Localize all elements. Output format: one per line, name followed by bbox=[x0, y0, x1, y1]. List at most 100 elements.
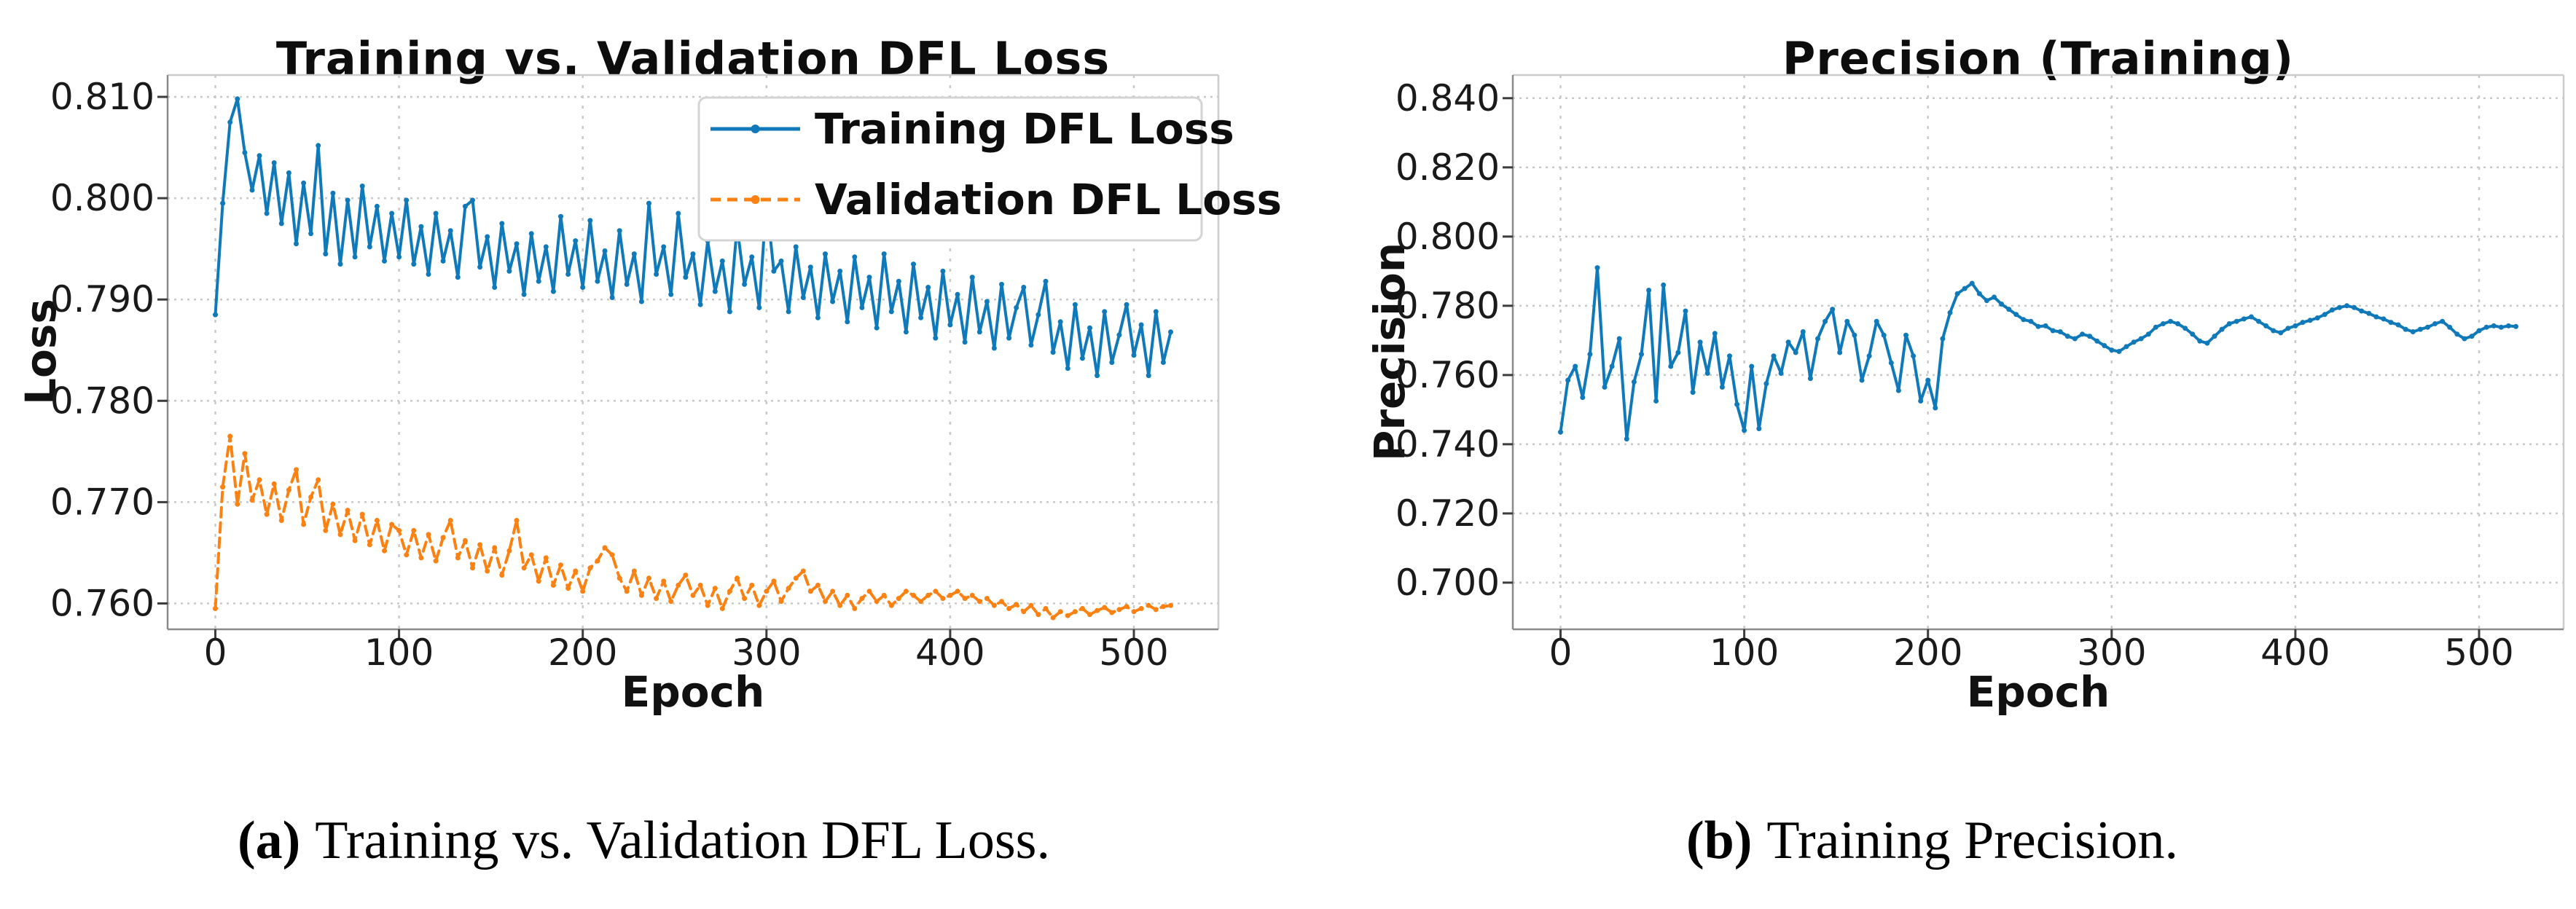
series-marker-validation_dfl_loss bbox=[764, 589, 770, 594]
y-tick-label: 0.800 bbox=[1395, 216, 1500, 258]
series-marker-training_dfl_loss bbox=[536, 278, 541, 284]
series-marker-training_dfl_loss bbox=[815, 315, 821, 320]
series-marker-precision bbox=[2300, 320, 2306, 326]
series-marker-precision bbox=[2050, 328, 2056, 334]
y-tick-label: 0.760 bbox=[50, 583, 154, 625]
series-marker-training_dfl_loss bbox=[455, 275, 461, 280]
series-marker-training_dfl_loss bbox=[602, 248, 608, 253]
series-marker-training_dfl_loss bbox=[220, 200, 226, 206]
series-marker-validation_dfl_loss bbox=[859, 596, 865, 602]
series-marker-precision bbox=[1690, 390, 1696, 396]
series-marker-precision bbox=[2388, 320, 2394, 326]
series-marker-precision bbox=[1895, 387, 1901, 393]
series-marker-precision bbox=[1933, 405, 1938, 411]
series-marker-validation_dfl_loss bbox=[1124, 604, 1130, 610]
series-marker-validation_dfl_loss bbox=[257, 477, 262, 483]
series-marker-training_dfl_loss bbox=[506, 268, 512, 274]
series-marker-validation_dfl_loss bbox=[1160, 604, 1166, 610]
series-marker-precision bbox=[2307, 318, 2313, 323]
series-marker-precision bbox=[2064, 334, 2070, 339]
series-marker-precision bbox=[1866, 353, 1872, 359]
series-marker-validation_dfl_loss bbox=[999, 599, 1004, 605]
chart-title: Precision (Training) bbox=[1782, 32, 2295, 85]
series-marker-precision bbox=[1911, 353, 1917, 359]
series-marker-validation_dfl_loss bbox=[1014, 602, 1019, 607]
series-marker-training_dfl_loss bbox=[1131, 353, 1137, 358]
series-marker-validation_dfl_loss bbox=[1138, 606, 1144, 611]
series-marker-training_dfl_loss bbox=[418, 224, 424, 229]
series-marker-validation_dfl_loss bbox=[1006, 606, 1012, 611]
series-marker-precision bbox=[2116, 349, 2122, 354]
series-marker-precision bbox=[2021, 317, 2027, 323]
series-marker-precision bbox=[1594, 265, 1600, 271]
series-marker-validation_dfl_loss bbox=[800, 568, 806, 574]
series-marker-precision bbox=[2322, 312, 2328, 318]
series-marker-precision bbox=[2366, 310, 2372, 316]
series-marker-training_dfl_loss bbox=[866, 275, 872, 280]
series-marker-validation_dfl_loss bbox=[815, 583, 821, 588]
series-marker-validation_dfl_loss bbox=[558, 562, 563, 568]
caption-a-label: (a) bbox=[238, 811, 301, 870]
series-marker-training_dfl_loss bbox=[778, 258, 784, 264]
series-marker-training_dfl_loss bbox=[447, 228, 453, 234]
legend-label-validation_dfl_loss: Validation DFL Loss bbox=[815, 175, 1282, 224]
series-marker-precision bbox=[2513, 323, 2518, 329]
series-marker-training_dfl_loss bbox=[719, 258, 725, 264]
series-marker-validation_dfl_loss bbox=[933, 589, 939, 594]
x-tick-label: 100 bbox=[1710, 631, 1779, 674]
series-marker-precision bbox=[1771, 353, 1777, 359]
series-marker-training_dfl_loss bbox=[962, 339, 968, 345]
series-marker-training_dfl_loss bbox=[528, 231, 534, 237]
series-marker-training_dfl_loss bbox=[984, 299, 990, 304]
series-marker-validation_dfl_loss bbox=[918, 599, 924, 605]
series-marker-precision bbox=[2469, 334, 2475, 339]
series-marker-training_dfl_loss bbox=[345, 197, 351, 203]
series-marker-training_dfl_loss bbox=[1057, 319, 1063, 325]
series-marker-precision bbox=[1807, 376, 1813, 382]
series-marker-precision bbox=[2072, 336, 2078, 342]
series-marker-training_dfl_loss bbox=[1065, 366, 1070, 371]
series-marker-training_dfl_loss bbox=[382, 258, 387, 264]
series-marker-training_dfl_loss bbox=[646, 200, 651, 206]
series-marker-precision bbox=[2226, 321, 2232, 326]
series-marker-training_dfl_loss bbox=[374, 203, 380, 209]
series-marker-training_dfl_loss bbox=[888, 309, 894, 315]
series-marker-training_dfl_loss bbox=[1079, 355, 1085, 361]
series-marker-validation_dfl_loss bbox=[1028, 602, 1034, 608]
series-marker-validation_dfl_loss bbox=[1050, 615, 1056, 621]
series-marker-validation_dfl_loss bbox=[616, 575, 622, 581]
series-marker-validation_dfl_loss bbox=[573, 568, 579, 574]
series-marker-validation_dfl_loss bbox=[440, 535, 446, 540]
series-marker-training_dfl_loss bbox=[859, 304, 865, 310]
series-marker-precision bbox=[1823, 318, 1828, 324]
series-marker-training_dfl_loss bbox=[933, 335, 939, 341]
y-tick-label: 0.780 bbox=[1395, 285, 1500, 327]
series-marker-precision bbox=[2483, 324, 2489, 330]
plot-area-dfl-loss: 0.760 0.770 0.780 0.790 0.800 0.810 0 100 200 300… bbox=[50, 74, 1282, 674]
series-marker-training_dfl_loss bbox=[845, 319, 850, 325]
series-marker-training_dfl_loss bbox=[786, 309, 791, 315]
series-marker-validation_dfl_loss bbox=[845, 592, 850, 598]
series-marker-validation_dfl_loss bbox=[609, 552, 615, 558]
x-axis-label: Epoch bbox=[1966, 667, 2110, 717]
series-marker-validation_dfl_loss bbox=[749, 583, 755, 588]
series-marker-training_dfl_loss bbox=[242, 150, 248, 155]
series-marker-validation_dfl_loss bbox=[587, 565, 593, 571]
series-marker-precision bbox=[1969, 280, 1975, 286]
series-marker-training_dfl_loss bbox=[433, 210, 439, 216]
series-marker-training_dfl_loss bbox=[462, 203, 468, 209]
series-marker-validation_dfl_loss bbox=[646, 575, 651, 581]
series-marker-validation_dfl_loss bbox=[470, 565, 475, 571]
y-tick-label: 0.820 bbox=[1395, 146, 1500, 189]
series-marker-training_dfl_loss bbox=[955, 291, 960, 297]
series-marker-precision bbox=[2035, 323, 2041, 329]
series-marker-validation_dfl_loss bbox=[352, 538, 358, 543]
series-marker-precision bbox=[2491, 323, 2497, 328]
series-marker-training_dfl_loss bbox=[1072, 302, 1078, 307]
series-marker-training_dfl_loss bbox=[830, 299, 836, 304]
series-marker-validation_dfl_loss bbox=[661, 578, 667, 584]
series-marker-precision bbox=[1881, 332, 1887, 338]
series-marker-validation_dfl_loss bbox=[389, 522, 395, 527]
series-marker-validation_dfl_loss bbox=[1095, 607, 1100, 613]
series-marker-training_dfl_loss bbox=[316, 143, 321, 149]
